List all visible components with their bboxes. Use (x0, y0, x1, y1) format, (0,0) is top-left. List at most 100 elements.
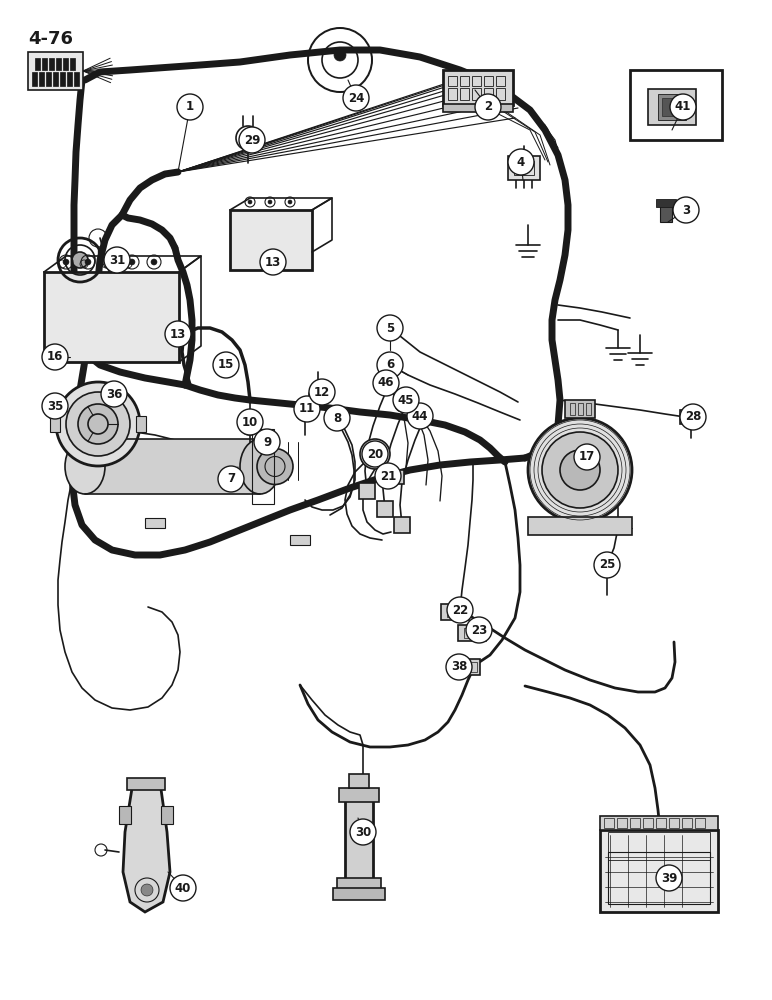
Bar (471, 662, 477, 672)
Bar (339, 788, 379, 802)
Bar (49, 58, 54, 70)
Circle shape (107, 259, 113, 265)
Bar (230, 210, 312, 270)
Bar (67, 72, 72, 86)
Circle shape (66, 392, 130, 456)
Bar (50, 416, 60, 432)
Text: 9: 9 (263, 436, 271, 448)
Circle shape (407, 403, 433, 429)
Text: 20: 20 (367, 448, 383, 460)
Bar (28, 52, 83, 90)
Bar (447, 607, 453, 617)
Bar (74, 72, 79, 86)
Text: 4-76: 4-76 (28, 30, 73, 48)
Text: 23: 23 (471, 624, 487, 637)
Bar (565, 400, 595, 418)
Circle shape (257, 448, 293, 485)
Circle shape (528, 418, 632, 522)
Bar (570, 403, 575, 415)
Text: 29: 29 (244, 133, 260, 146)
Bar (514, 161, 534, 175)
Bar (63, 58, 68, 70)
Bar (349, 774, 369, 788)
Ellipse shape (65, 439, 105, 494)
Circle shape (542, 432, 618, 508)
Bar (35, 58, 40, 70)
Circle shape (72, 252, 88, 268)
Circle shape (475, 94, 501, 120)
Bar (464, 628, 470, 638)
Circle shape (377, 315, 403, 341)
Circle shape (446, 654, 472, 680)
Bar (460, 88, 469, 100)
Circle shape (129, 259, 135, 265)
Bar (60, 72, 65, 86)
Circle shape (343, 85, 369, 111)
Bar (630, 818, 640, 828)
Bar (359, 483, 375, 499)
Bar (85, 439, 260, 494)
Circle shape (381, 382, 389, 390)
Circle shape (245, 420, 255, 430)
Bar (608, 832, 710, 860)
Circle shape (141, 884, 153, 896)
Bar (458, 625, 486, 641)
Circle shape (362, 441, 388, 467)
Circle shape (375, 463, 401, 489)
Bar (656, 818, 666, 828)
Text: 41: 41 (675, 101, 691, 113)
Bar (586, 403, 591, 415)
Circle shape (673, 197, 699, 223)
Text: 2: 2 (484, 101, 492, 113)
Bar (70, 58, 75, 70)
Bar (337, 878, 381, 892)
Bar (56, 58, 61, 70)
Bar (443, 70, 513, 105)
Circle shape (294, 396, 320, 422)
Bar (617, 818, 627, 828)
Bar (32, 72, 37, 86)
Bar (682, 818, 692, 828)
Text: 28: 28 (685, 410, 701, 424)
Bar (394, 517, 410, 533)
Circle shape (63, 259, 69, 265)
Bar (452, 659, 480, 675)
Text: 15: 15 (218, 359, 234, 371)
Text: 45: 45 (398, 393, 415, 406)
Bar (53, 72, 58, 86)
Circle shape (177, 94, 203, 120)
Bar (39, 72, 44, 86)
Circle shape (104, 247, 130, 273)
Bar (669, 818, 679, 828)
Circle shape (360, 439, 390, 469)
Bar (463, 607, 469, 617)
Bar (44, 272, 179, 362)
Text: 24: 24 (348, 92, 364, 104)
Bar (472, 76, 481, 86)
Circle shape (239, 127, 265, 153)
Text: 13: 13 (265, 255, 281, 268)
Circle shape (309, 379, 335, 405)
Bar (656, 199, 676, 207)
Bar (127, 778, 165, 790)
Bar (680, 410, 702, 424)
Bar (460, 76, 469, 86)
Circle shape (101, 381, 127, 407)
Bar (119, 806, 131, 824)
Circle shape (670, 94, 696, 120)
Circle shape (218, 466, 244, 492)
Bar (508, 156, 540, 180)
Circle shape (248, 200, 252, 204)
Bar (695, 818, 705, 828)
Text: 40: 40 (174, 882, 191, 894)
Circle shape (680, 404, 706, 430)
Circle shape (416, 416, 424, 424)
Circle shape (324, 405, 350, 431)
Text: 8: 8 (333, 412, 341, 424)
Circle shape (260, 249, 286, 275)
Bar (377, 501, 393, 517)
Bar (600, 830, 718, 912)
Text: 12: 12 (314, 385, 330, 398)
Text: 44: 44 (411, 410, 428, 422)
Circle shape (56, 382, 140, 466)
